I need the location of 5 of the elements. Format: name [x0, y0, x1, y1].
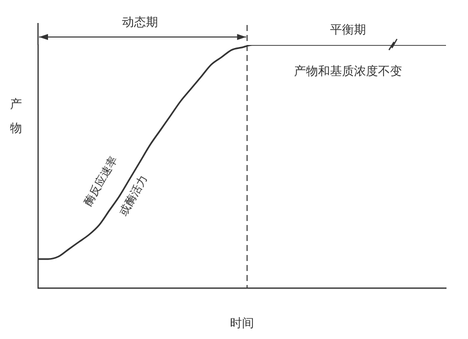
- y-axis-title: 产物: [10, 96, 23, 137]
- text: 动态期: [122, 15, 158, 30]
- annotation: 产物和基质浓度不变: [294, 64, 402, 78]
- x-axis-title: 时间: [230, 316, 254, 330]
- text: 平衡期: [330, 22, 366, 37]
